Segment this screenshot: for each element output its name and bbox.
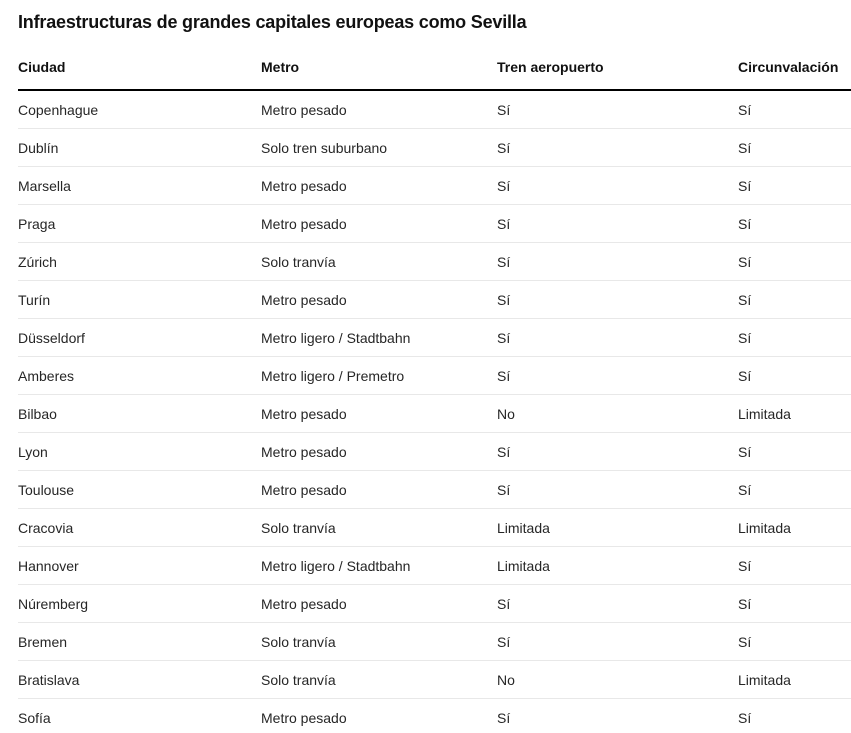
cell-ciudad: Amberes <box>18 356 261 395</box>
table-row: Bratislava Solo tranvía No Limitada <box>18 660 851 699</box>
cell-metro: Metro pesado <box>261 204 497 243</box>
table-row: Sofía Metro pesado Sí Sí <box>18 698 851 733</box>
table-row: Copenhague Metro pesado Sí Sí <box>18 90 851 129</box>
cell-metro: Solo tren suburbano <box>261 128 497 167</box>
cell-metro: Metro ligero / Premetro <box>261 356 497 395</box>
cell-circunvalacion: Sí <box>738 318 851 357</box>
cell-ciudad: Sofía <box>18 698 261 733</box>
cell-tren-aeropuerto: Sí <box>497 318 738 357</box>
cell-tren-aeropuerto: Limitada <box>497 508 738 547</box>
infrastructure-table: Ciudad Metro Tren aeropuerto Circunvalac… <box>18 33 851 733</box>
cell-circunvalacion: Sí <box>738 280 851 319</box>
cell-circunvalacion: Sí <box>738 698 851 733</box>
cell-tren-aeropuerto: Sí <box>497 584 738 623</box>
cell-tren-aeropuerto: Sí <box>497 242 738 281</box>
column-header-tren-aeropuerto: Tren aeropuerto <box>497 33 738 91</box>
cell-metro: Metro pesado <box>261 584 497 623</box>
cell-circunvalacion: Sí <box>738 128 851 167</box>
cell-tren-aeropuerto: Sí <box>497 166 738 205</box>
cell-ciudad: Praga <box>18 204 261 243</box>
cell-metro: Metro pesado <box>261 90 497 129</box>
table-row: Marsella Metro pesado Sí Sí <box>18 166 851 205</box>
cell-ciudad: Toulouse <box>18 470 261 509</box>
cell-circunvalacion: Sí <box>738 432 851 471</box>
cell-circunvalacion: Sí <box>738 584 851 623</box>
cell-metro: Solo tranvía <box>261 242 497 281</box>
cell-tren-aeropuerto: Sí <box>497 204 738 243</box>
cell-ciudad: Marsella <box>18 166 261 205</box>
cell-metro: Metro ligero / Stadtbahn <box>261 318 497 357</box>
cell-metro: Solo tranvía <box>261 660 497 699</box>
cell-tren-aeropuerto: No <box>497 660 738 699</box>
cell-circunvalacion: Sí <box>738 90 851 129</box>
cell-tren-aeropuerto: Sí <box>497 622 738 661</box>
table-row: Bremen Solo tranvía Sí Sí <box>18 622 851 661</box>
cell-circunvalacion: Sí <box>738 356 851 395</box>
table-body: Copenhague Metro pesado Sí Sí Dublín Solo tre… <box>18 90 851 733</box>
table-row: Praga Metro pesado Sí Sí <box>18 204 851 243</box>
table-header: Ciudad Metro Tren aeropuerto Circunvalac… <box>18 33 851 91</box>
cell-ciudad: Hannover <box>18 546 261 585</box>
cell-metro: Metro pesado <box>261 470 497 509</box>
cell-circunvalacion: Sí <box>738 242 851 281</box>
cell-metro: Solo tranvía <box>261 622 497 661</box>
cell-tren-aeropuerto: Sí <box>497 280 738 319</box>
column-header-circunvalacion: Circunvalación <box>738 33 851 91</box>
cell-ciudad: Bilbao <box>18 394 261 433</box>
cell-metro: Metro ligero / Stadtbahn <box>261 546 497 585</box>
header-row: Ciudad Metro Tren aeropuerto Circunvalac… <box>18 33 851 91</box>
cell-ciudad: Núremberg <box>18 584 261 623</box>
cell-tren-aeropuerto: Sí <box>497 356 738 395</box>
table-row: Amberes Metro ligero / Premetro Sí Sí <box>18 356 851 395</box>
chart-title: Infraestructuras de grandes capitales eu… <box>18 12 527 32</box>
cell-ciudad: Düsseldorf <box>18 318 261 357</box>
cell-tren-aeropuerto: Sí <box>497 128 738 167</box>
cell-metro: Metro pesado <box>261 698 497 733</box>
cell-tren-aeropuerto: Sí <box>497 698 738 733</box>
table-row: Núremberg Metro pesado Sí Sí <box>18 584 851 623</box>
table-row: Toulouse Metro pesado Sí Sí <box>18 470 851 509</box>
cell-metro: Metro pesado <box>261 394 497 433</box>
cell-ciudad: Bremen <box>18 622 261 661</box>
table-row: Bilbao Metro pesado No Limitada <box>18 394 851 433</box>
cell-circunvalacion: Limitada <box>738 508 851 547</box>
cell-ciudad: Turín <box>18 280 261 319</box>
cell-metro: Metro pesado <box>261 432 497 471</box>
cell-tren-aeropuerto: Limitada <box>497 546 738 585</box>
table-row: Hannover Metro ligero / Stadtbahn Limitada… <box>18 546 851 585</box>
table-row: Cracovia Solo tranvía Limitada Limitada <box>18 508 851 547</box>
cell-circunvalacion: Sí <box>738 546 851 585</box>
column-header-ciudad: Ciudad <box>18 33 261 91</box>
cell-ciudad: Cracovia <box>18 508 261 547</box>
cell-ciudad: Dublín <box>18 128 261 167</box>
cell-circunvalacion: Limitada <box>738 394 851 433</box>
cell-tren-aeropuerto: Sí <box>497 470 738 509</box>
cell-circunvalacion: Sí <box>738 204 851 243</box>
cell-ciudad: Lyon <box>18 432 261 471</box>
cell-metro: Solo tranvía <box>261 508 497 547</box>
cell-metro: Metro pesado <box>261 166 497 205</box>
table-row: Dublín Solo tren suburbano Sí Sí <box>18 128 851 167</box>
table-row: Zúrich Solo tranvía Sí Sí <box>18 242 851 281</box>
cell-circunvalacion: Sí <box>738 622 851 661</box>
cell-circunvalacion: Sí <box>738 166 851 205</box>
table-row: Turín Metro pesado Sí Sí <box>18 280 851 319</box>
table-row: Düsseldorf Metro ligero / Stadtbahn Sí Sí <box>18 318 851 357</box>
column-header-metro: Metro <box>261 33 497 91</box>
cell-circunvalacion: Sí <box>738 470 851 509</box>
cell-ciudad: Zúrich <box>18 242 261 281</box>
cell-ciudad: Copenhague <box>18 90 261 129</box>
cell-tren-aeropuerto: Sí <box>497 432 738 471</box>
cell-ciudad: Bratislava <box>18 660 261 699</box>
cell-tren-aeropuerto: Sí <box>497 90 738 129</box>
cell-metro: Metro pesado <box>261 280 497 319</box>
cell-tren-aeropuerto: No <box>497 394 738 433</box>
cell-circunvalacion: Limitada <box>738 660 851 699</box>
table-row: Lyon Metro pesado Sí Sí <box>18 432 851 471</box>
